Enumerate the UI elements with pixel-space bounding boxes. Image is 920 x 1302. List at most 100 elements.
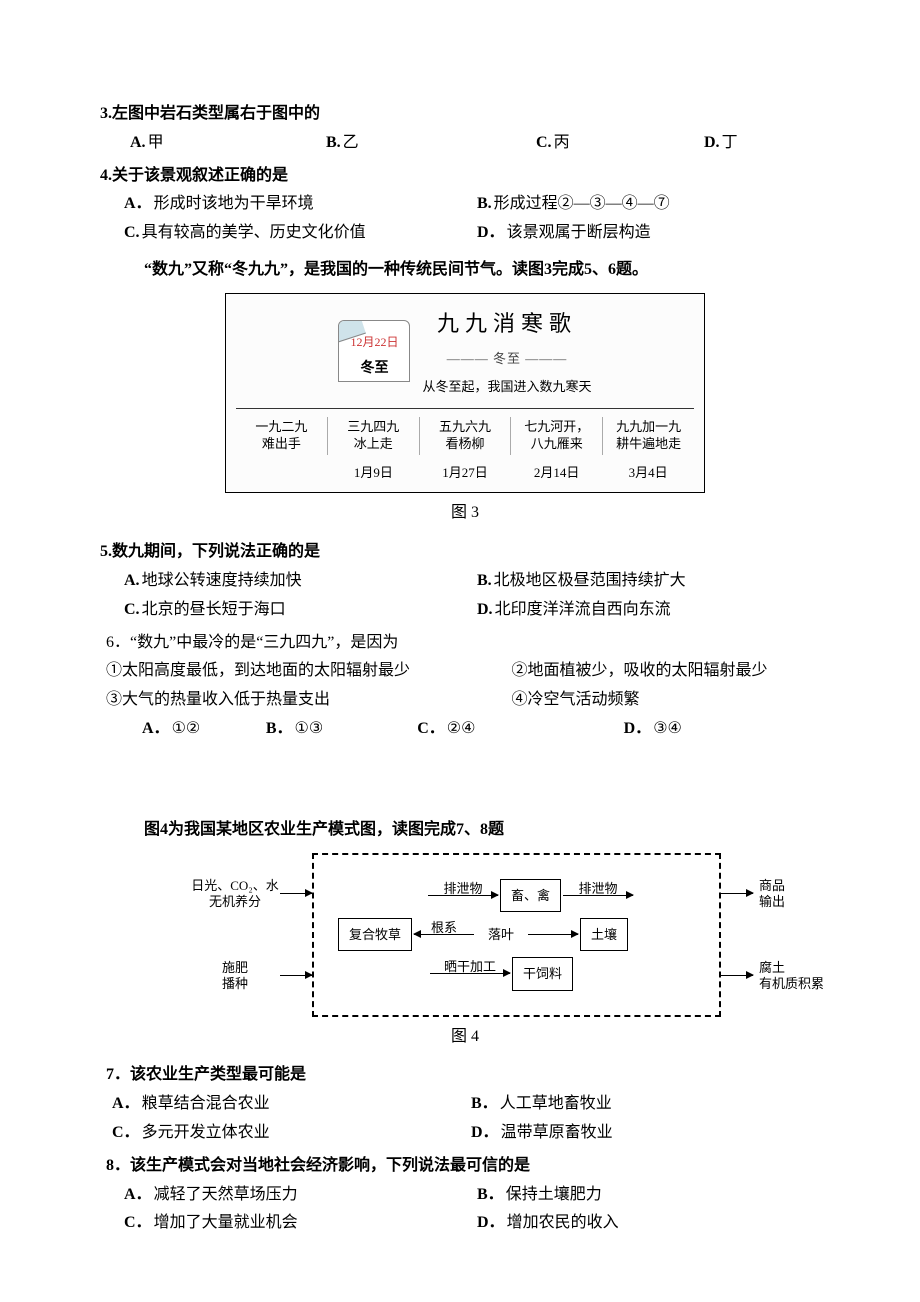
q5-a-text: 地球公转速度持续加快	[142, 572, 302, 589]
q5-c-text: 北京的昼长短于海口	[142, 601, 286, 618]
q7-options: A．粮草结合混合农业 B．人工草地畜牧业 C．多元开发立体农业 D．温带草原畜牧…	[112, 1090, 830, 1148]
q4-a-text: 形成时该地为干旱环境	[154, 195, 314, 212]
q5-b-text: 北极地区极昼范围持续扩大	[494, 572, 686, 589]
q3-title: 3.左图中岩石类型属右于图中的	[100, 100, 830, 129]
context-5-6: “数九”又称“冬九九”，是我国的一种传统民间节气。读图3完成5、6题。	[144, 256, 830, 285]
figure-3: 12月22日 冬至 九九消寒歌 ——— 冬至 ——— 从冬至起，我国进入数九寒天…	[100, 293, 830, 528]
q6-opt-d: D．③④	[624, 715, 830, 744]
q6-opt-b: B．①③	[266, 715, 417, 744]
q6-a-text: ①②	[172, 720, 201, 737]
fig3-calendar-icon: 12月22日 冬至	[338, 320, 410, 382]
q8-options: A．减轻了天然草场压力 B．保持土壤肥力 C．增加了大量就业机会 D．增加农民的…	[124, 1181, 830, 1239]
q7-b-text: 人工草地畜牧业	[500, 1095, 612, 1112]
q8-a-text: 减轻了天然草场压力	[154, 1186, 298, 1203]
q3-c-text: 丙	[554, 134, 570, 151]
fig3-c1b: 难出手	[262, 436, 301, 451]
q3-a-text: 甲	[148, 134, 164, 151]
fig4-left-top: 日光、CO₂、水 无机养分	[190, 878, 280, 909]
fig4-lbl-excreta-top: 排泄物	[443, 877, 482, 900]
q8-b-text: 保持土壤肥力	[506, 1186, 602, 1203]
q4-c-text: 具有较高的美学、历史文化价值	[142, 224, 366, 241]
fig4-caption: 图 4	[100, 1023, 830, 1052]
fig3-title: 九九消寒歌	[422, 304, 591, 344]
q8-c-text: 增加了大量就业机会	[154, 1214, 298, 1231]
fig3-c5a: 九九加一九	[616, 419, 681, 434]
fig3-c2b: 冰上走	[354, 436, 393, 451]
q4-opt-c: C.具有较高的美学、历史文化价值	[124, 219, 477, 248]
q8-opt-d: D．增加农民的收入	[477, 1209, 830, 1238]
q4-opt-a: A．形成时该地为干旱环境	[124, 190, 477, 219]
q7-opt-c: C．多元开发立体农业	[112, 1119, 471, 1148]
context-7-8: 图4为我国某地区农业生产模式图，读图完成7、8题	[144, 816, 830, 845]
fig3-c4b: 八九雁来	[531, 436, 583, 451]
fig3-grid: 一九二九难出手 三九四九冰上走 五九六九看杨柳 七九河开，八九雁来 九九加一九耕…	[236, 417, 694, 455]
fig3-c1a: 一九二九	[255, 419, 307, 434]
q5-opt-d: D.北印度洋洋流自西向东流	[477, 596, 830, 625]
fig4-node-grass: 复合牧草	[338, 918, 412, 951]
q8-opt-b: B．保持土壤肥力	[477, 1181, 830, 1210]
q5-title: 5.数九期间，下列说法正确的是	[100, 538, 830, 567]
q7-d-text: 温带草原畜牧业	[501, 1124, 613, 1141]
fig3-c2a: 三九四九	[347, 419, 399, 434]
fig4-lbl-leaf: 落叶	[476, 923, 526, 946]
q5-opt-b: B.北极地区极昼范围持续扩大	[477, 567, 830, 596]
fig3-c3b: 看杨柳	[445, 436, 484, 451]
q4-opt-d: D．该景观属于断层构造	[477, 219, 830, 248]
fig4-right-bot: 腐土 有机质积累	[753, 960, 863, 991]
q6-s3: ③大气的热量收入低于热量支出	[106, 686, 511, 715]
q4-title: 4.关于该景观叙述正确的是	[100, 162, 830, 191]
question-4: 4.关于该景观叙述正确的是 A．形成时该地为干旱环境 B.形成过程②—③—④—⑦…	[100, 162, 830, 248]
q3-opt-c: C.丙	[536, 129, 704, 158]
fig3-note: 从冬至起，我国进入数九寒天	[422, 375, 591, 398]
fig3-cal-term: 冬至	[360, 356, 388, 381]
q7-title: 7．该农业生产类型最可能是	[106, 1061, 830, 1090]
q4-options: A．形成时该地为干旱环境 B.形成过程②—③—④—⑦ C.具有较高的美学、历史文…	[124, 190, 830, 248]
q6-title: 6．“数九”中最冷的是“三九四九”，是因为	[106, 629, 830, 658]
q5-d-text: 北印度洋洋流自西向东流	[495, 601, 671, 618]
fig4-lbl-excreta-right: 排泄物	[579, 877, 618, 900]
q3-opt-d: D.丁	[704, 129, 830, 158]
q5-opt-c: C.北京的昼长短于海口	[124, 596, 477, 625]
q8-opt-c: C．增加了大量就业机会	[124, 1209, 477, 1238]
q7-opt-a: A．粮草结合混合农业	[112, 1090, 471, 1119]
q6-s1: ①太阳高度最低，到达地面的太阳辐射最少	[106, 657, 511, 686]
q4-d-text: 该景观属于断层构造	[507, 224, 651, 241]
q6-b-text: ①③	[295, 720, 324, 737]
fig4-node-animal: 畜、禽	[500, 879, 561, 912]
question-3: 3.左图中岩石类型属右于图中的 A.甲 B.乙 C.丙 D.丁	[100, 100, 830, 158]
q7-opt-b: B．人工草地畜牧业	[471, 1090, 830, 1119]
q6-s2: ②地面植被少，吸收的太阳辐射最少	[511, 657, 830, 686]
question-6: 6．“数九”中最冷的是“三九四九”，是因为 ①太阳高度最低，到达地面的太阳辐射最…	[100, 629, 830, 744]
figure-4: 日光、CO₂、水 无机养分 施肥 播种 排泄物 畜、禽 排泄	[100, 853, 830, 1052]
fig3-box: 12月22日 冬至 九九消寒歌 ——— 冬至 ——— 从冬至起，我国进入数九寒天…	[225, 293, 705, 494]
fig3-c5b: 耕牛遍地走	[616, 436, 681, 451]
q8-opt-a: A．减轻了天然草场压力	[124, 1181, 477, 1210]
q4-b-text: 形成过程②—③—④—⑦	[494, 195, 670, 212]
fig3-caption: 图 3	[100, 499, 830, 528]
q5-options: A.地球公转速度持续加快 B.北极地区极昼范围持续扩大 C.北京的昼长短于海口 …	[124, 567, 830, 625]
q3-d-text: 丁	[722, 134, 738, 151]
fig4-left-bot: 施肥 播种	[190, 960, 280, 991]
q7-opt-d: D．温带草原畜牧业	[471, 1119, 830, 1148]
q4-opt-b: B.形成过程②—③—④—⑦	[477, 190, 830, 219]
q8-d-text: 增加农民的收入	[507, 1214, 619, 1231]
fig4-node-soil: 土壤	[580, 918, 628, 951]
q6-s4: ④冷空气活动频繁	[511, 686, 830, 715]
fig3-dates: 1月9日 1月27日 2月14日 3月4日	[236, 461, 694, 484]
q3-opt-a: A.甲	[130, 129, 326, 158]
question-7: 7．该农业生产类型最可能是 A．粮草结合混合农业 B．人工草地畜牧业 C．多元开…	[100, 1061, 830, 1147]
question-8: 8．该生产模式会对当地社会经济影响，下列说法最可信的是 A．减轻了天然草场压力 …	[100, 1152, 830, 1238]
q3-options: A.甲 B.乙 C.丙 D.丁	[124, 129, 830, 158]
fig4-node-feed: 干饲料	[512, 957, 573, 990]
fig3-d2: 1月27日	[419, 461, 511, 484]
q3-opt-b: B.乙	[326, 129, 536, 158]
q8-title: 8．该生产模式会对当地社会经济影响，下列说法最可信的是	[106, 1152, 830, 1181]
q6-opt-c: C．②④	[417, 715, 623, 744]
q7-a-text: 粮草结合混合农业	[142, 1095, 270, 1112]
fig3-d1: 1月9日	[328, 461, 420, 484]
fig3-d3: 2月14日	[511, 461, 603, 484]
q3-b-text: 乙	[343, 134, 359, 151]
q6-c-text: ②④	[447, 720, 476, 737]
fig3-subtitle: ——— 冬至 ———	[447, 351, 568, 366]
fig4-right-top: 商品 输出	[753, 878, 843, 909]
